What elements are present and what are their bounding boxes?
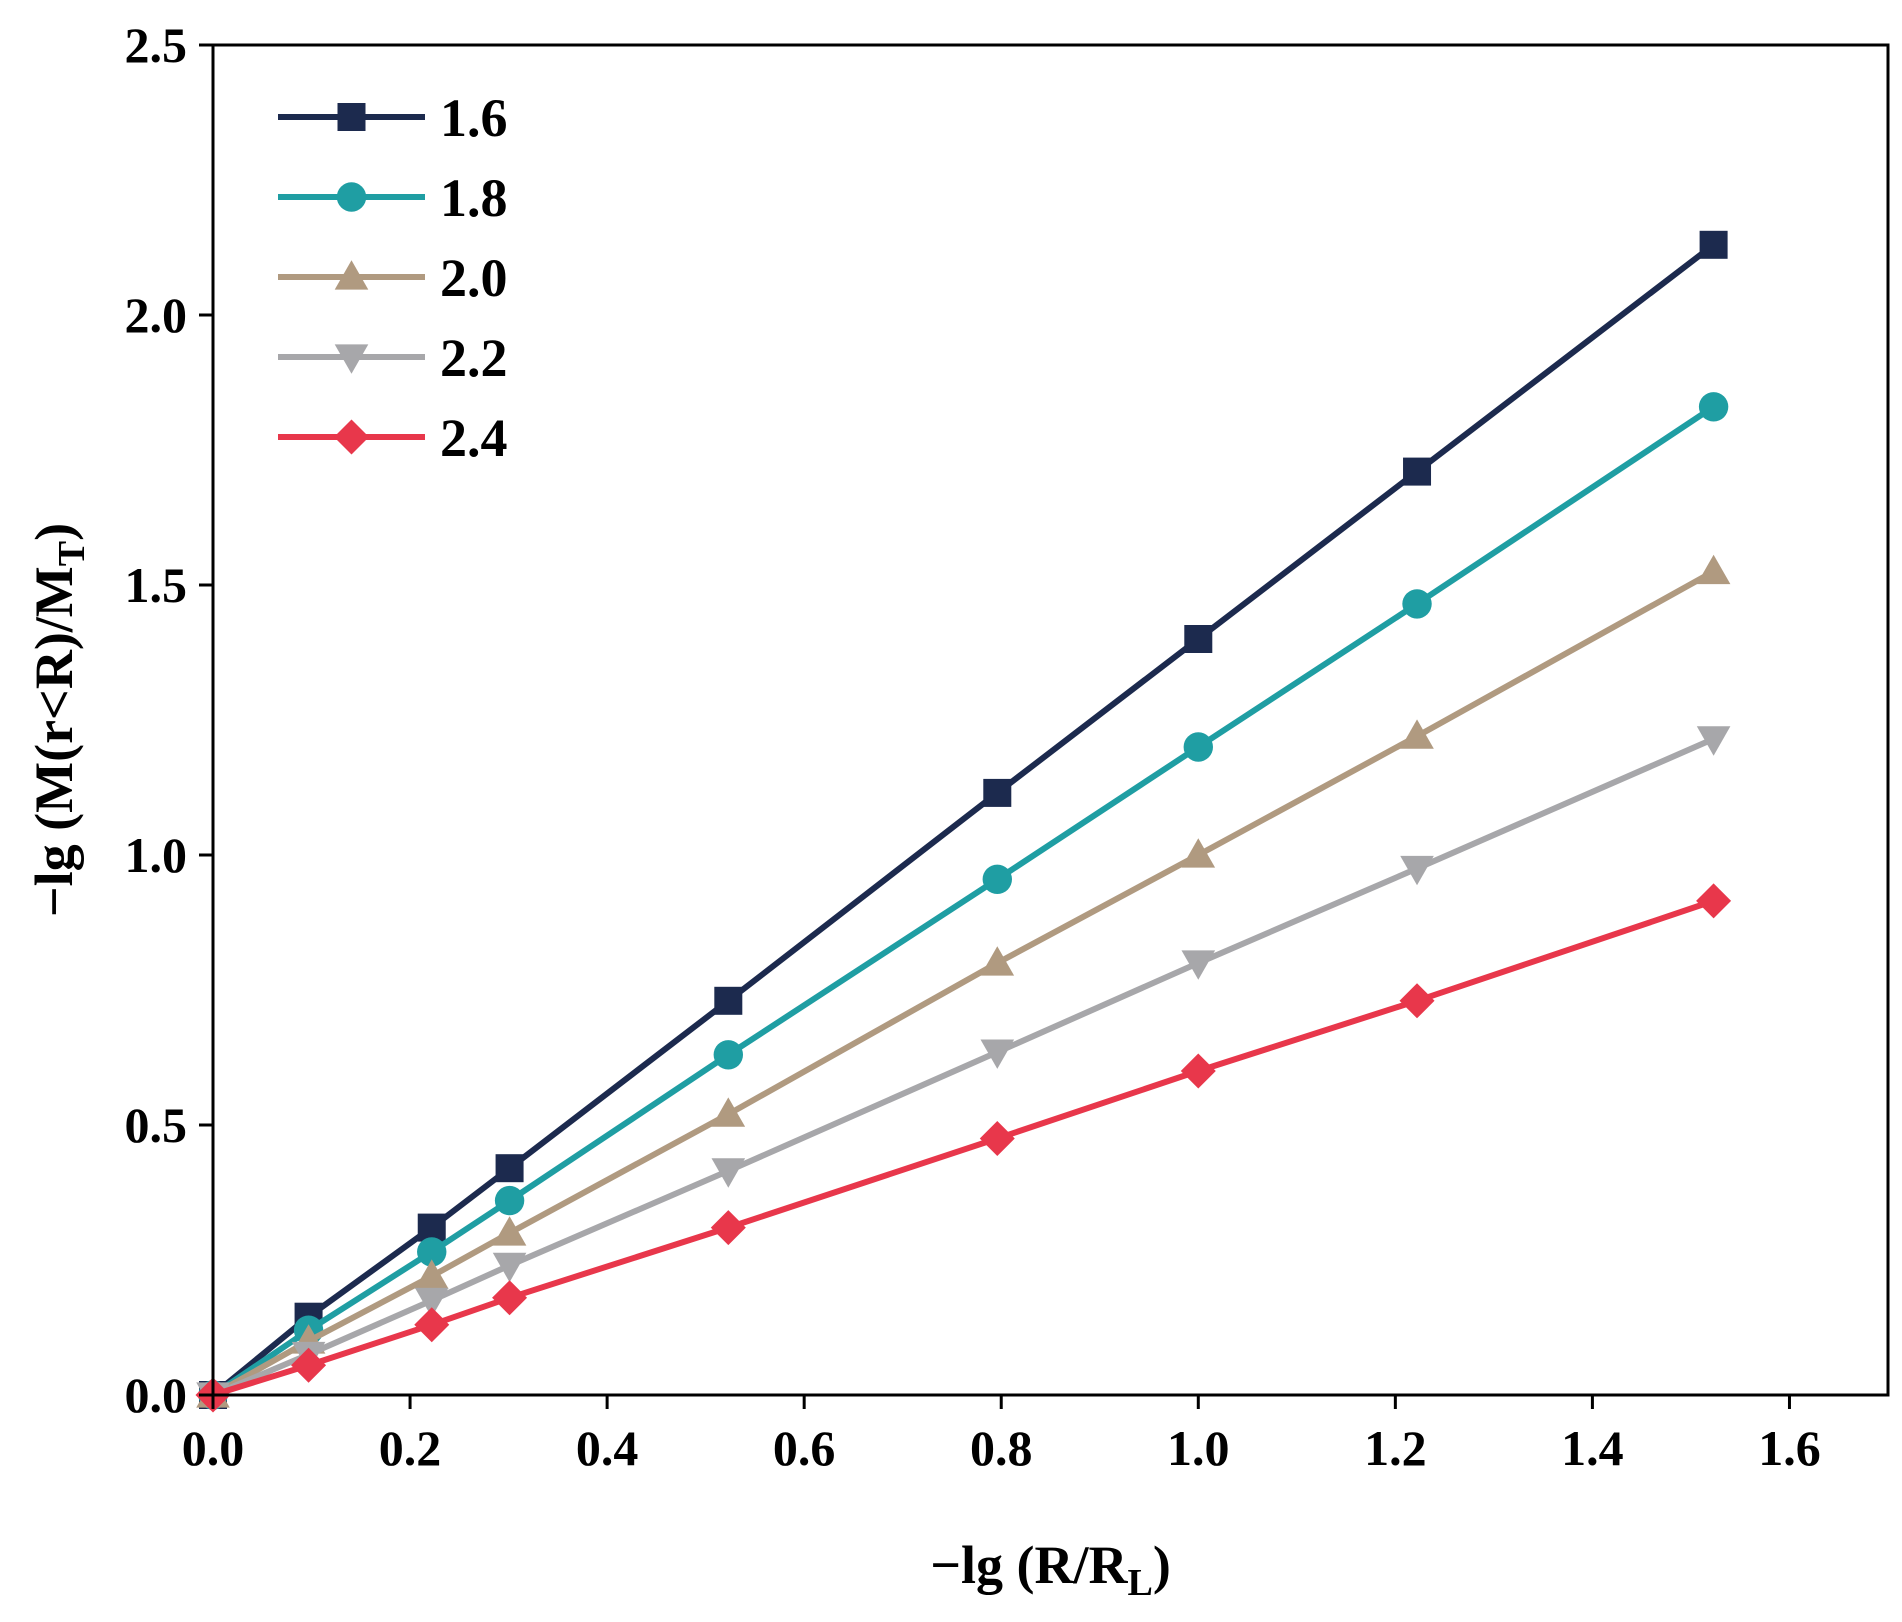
data-point-1.6 xyxy=(1184,625,1213,653)
series-2.2 xyxy=(196,726,1731,1412)
legend-marker xyxy=(334,260,369,290)
data-point-2.0 xyxy=(492,1216,527,1246)
legend: 1.6 1.8 2.0 2.2 2.4 xyxy=(278,88,508,468)
series-1.6 xyxy=(199,230,1728,1409)
data-point-2.4 xyxy=(710,1210,746,1246)
data-point-2.2 xyxy=(414,1287,449,1318)
legend-label: 1.6 xyxy=(440,88,508,148)
data-point-1.6 xyxy=(1699,230,1728,259)
data-point-2.2 xyxy=(492,1252,527,1283)
y-tick-label: 1.0 xyxy=(125,827,188,883)
data-point-1.8 xyxy=(417,1237,447,1267)
data-point-2.2 xyxy=(1181,950,1216,980)
data-point-1.8 xyxy=(1402,589,1432,619)
y-tick-label: 0.0 xyxy=(125,1367,188,1423)
data-point-1.8 xyxy=(1698,392,1729,422)
data-point-2.0 xyxy=(1400,719,1434,749)
x-tick-label: 0.2 xyxy=(379,1420,442,1476)
y-tick-label: 1.5 xyxy=(125,557,188,613)
data-point-2.4 xyxy=(1696,883,1732,919)
series-1.8 xyxy=(198,392,1729,1410)
legend-marker xyxy=(334,419,369,455)
data-point-2.2 xyxy=(980,1039,1015,1069)
data-point-2.4 xyxy=(979,1121,1015,1156)
legend-item-2.2: 2.2 xyxy=(278,328,508,388)
data-point-1.6 xyxy=(1403,457,1432,486)
series-2.4 xyxy=(195,883,1732,1413)
data-point-2.4 xyxy=(492,1280,528,1316)
data-point-2.4 xyxy=(414,1307,450,1343)
data-point-1.6 xyxy=(495,1154,524,1183)
data-point-2.2 xyxy=(1696,726,1731,756)
legend-item-1.6: 1.6 xyxy=(278,88,508,148)
legend-label: 2.0 xyxy=(440,248,508,308)
legend-label: 1.8 xyxy=(440,168,508,228)
series-layer xyxy=(195,230,1732,1413)
x-tick-label: 0.0 xyxy=(182,1420,245,1476)
data-point-2.0 xyxy=(414,1259,449,1289)
data-point-2.4 xyxy=(1180,1053,1216,1089)
plot-area-frame xyxy=(211,43,1890,1397)
y-tick-label: 0.5 xyxy=(125,1097,188,1153)
x-tick-label: 0.8 xyxy=(970,1420,1033,1476)
data-point-1.8 xyxy=(494,1185,525,1216)
series-2.0 xyxy=(196,554,1731,1408)
data-point-2.0 xyxy=(1696,554,1731,585)
data-point-2.2 xyxy=(1400,855,1434,886)
data-point-1.6 xyxy=(417,1213,446,1242)
data-point-2.0 xyxy=(980,946,1015,976)
legend-item-2.0: 2.0 xyxy=(278,248,508,308)
data-point-1.6 xyxy=(983,778,1012,807)
legend-marker xyxy=(337,103,366,131)
data-point-2.2 xyxy=(711,1158,746,1188)
data-point-2.0 xyxy=(1181,838,1216,868)
y-tick-label: 2.0 xyxy=(125,287,188,343)
legend-marker xyxy=(334,344,369,374)
x-axis-title: −lg (R/RL) xyxy=(930,1535,1171,1604)
legend-item-2.4: 2.4 xyxy=(278,408,508,468)
x-tick-label: 0.6 xyxy=(773,1420,836,1476)
x-tick-label: 0.4 xyxy=(576,1420,639,1476)
data-point-2.4 xyxy=(291,1347,327,1383)
x-tick-label: 1.4 xyxy=(1561,1420,1624,1476)
x-tick-label: 1.6 xyxy=(1758,1420,1821,1476)
legend-label: 2.4 xyxy=(440,408,508,468)
data-point-1.8 xyxy=(982,864,1012,894)
data-point-1.8 xyxy=(713,1040,744,1070)
legend-marker xyxy=(336,182,367,212)
data-point-2.4 xyxy=(1399,983,1435,1019)
legend-item-1.8: 1.8 xyxy=(278,168,508,228)
data-point-1.6 xyxy=(714,986,743,1015)
y-axis-title: −lg (M(r<R)/MT) xyxy=(24,523,93,917)
x-tick-label: 1.2 xyxy=(1364,1420,1427,1476)
axis-ticks: 0.0 0.2 0.4 0.6 0.8 1.0 1.2 1.4 1.6 0.0 0.5 1.0 1.5 2… xyxy=(125,17,1821,1476)
y-tick-label: 2.5 xyxy=(125,17,188,73)
legend-label: 2.2 xyxy=(440,328,508,388)
data-point-2.0 xyxy=(711,1097,746,1127)
data-point-1.8 xyxy=(1183,732,1213,762)
x-tick-label: 1.0 xyxy=(1167,1420,1230,1476)
